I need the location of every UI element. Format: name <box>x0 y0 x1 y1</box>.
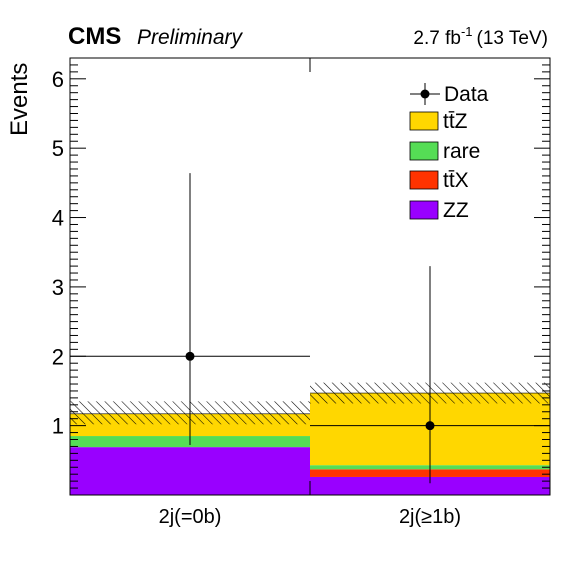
legend-swatch-ttx <box>409 170 439 190</box>
data-point-1 <box>425 421 435 431</box>
y-tick-label: 5 <box>52 136 64 161</box>
legend-label-data: Data <box>444 83 489 106</box>
legend-data-marker <box>420 89 430 99</box>
bar-zz-1 <box>310 476 550 495</box>
legend-swatch-ttz <box>409 111 439 131</box>
legend: Data tt̄Z rare tt̄X ZZ <box>409 83 489 222</box>
y-tick-label: 4 <box>52 206 64 231</box>
status-label: Preliminary <box>137 26 244 49</box>
x-category-label: 2j(≥1b) <box>399 506 461 528</box>
y-tick-label: 1 <box>52 414 64 439</box>
legend-label-zz: ZZ <box>443 199 469 222</box>
bar-zz-0 <box>70 447 310 495</box>
data-point-0 <box>185 351 195 361</box>
experiment-label: CMS <box>68 23 121 50</box>
legend-label-ttx: tt̄X <box>443 169 469 192</box>
legend-label-rare: rare <box>443 140 480 163</box>
y-tick-label: 2 <box>52 344 64 369</box>
legend-label-ttz: tt̄Z <box>443 110 468 133</box>
data-points <box>70 173 550 484</box>
x-category-label: 2j(=0b) <box>159 506 222 528</box>
legend-swatch-rare <box>409 141 439 161</box>
y-axis-title: Events <box>6 63 33 136</box>
legend-swatch-zz <box>409 200 439 220</box>
y-tick-label: 3 <box>52 275 64 300</box>
y-tick-label: 6 <box>52 67 64 92</box>
lumi-label: 2.7 fb-1 (13 TeV) <box>413 24 548 49</box>
axes: 1 2 3 4 5 6 2j(=0b) 2j(≥1b) <box>52 57 551 528</box>
